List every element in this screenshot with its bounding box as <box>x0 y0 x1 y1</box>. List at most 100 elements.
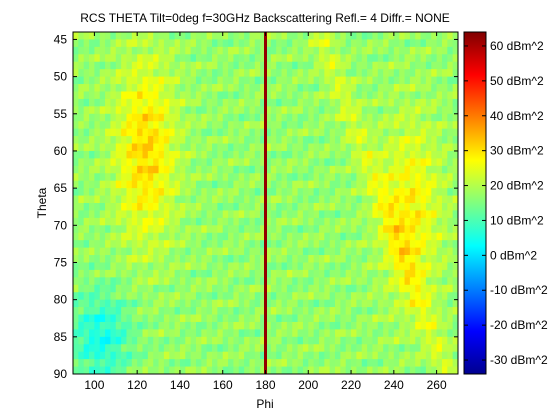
heatmap-cell <box>105 240 111 248</box>
heatmap-cell <box>404 314 411 323</box>
heatmap-cell <box>228 240 234 248</box>
heatmap-cell <box>297 61 304 70</box>
heatmap-cell <box>436 240 443 248</box>
heatmap-cell <box>94 307 101 315</box>
heatmap-cell <box>302 76 309 85</box>
heatmap-cell <box>415 351 421 360</box>
heatmap-cell <box>383 128 389 137</box>
colorbar-tick-label: 50 dBm^2 <box>490 74 544 88</box>
heatmap-cell <box>212 98 218 107</box>
heatmap-cell <box>436 76 443 85</box>
heatmap-cell <box>94 314 101 323</box>
heatmap-cell <box>441 240 448 248</box>
heatmap-cell <box>420 210 427 219</box>
heatmap-cell <box>185 277 192 286</box>
heatmap-cell <box>249 98 256 107</box>
heatmap-cell <box>185 173 192 182</box>
heatmap-cell <box>265 217 272 226</box>
heatmap-cell <box>308 32 315 40</box>
heatmap-cell <box>361 98 368 107</box>
heatmap-cell <box>83 32 90 40</box>
heatmap-cell <box>217 203 224 211</box>
heatmap-cell <box>270 299 277 308</box>
heatmap-cell <box>404 299 411 308</box>
heatmap-cell <box>409 366 416 375</box>
heatmap-cell <box>441 173 448 182</box>
heatmap-cell <box>121 128 127 137</box>
heatmap-cell <box>281 54 288 63</box>
heatmap-cell <box>329 150 336 159</box>
heatmap-cell <box>318 329 325 338</box>
heatmap-cell <box>121 277 127 286</box>
heatmap-cell <box>73 269 79 278</box>
heatmap-cell <box>83 69 90 77</box>
heatmap-cell <box>137 180 143 189</box>
heatmap-cell <box>169 150 175 159</box>
heatmap-cell <box>110 195 117 204</box>
heatmap-cell <box>158 128 165 137</box>
heatmap-cell <box>131 84 138 92</box>
heatmap-cell <box>425 351 432 360</box>
heatmap-cell <box>158 359 165 367</box>
heatmap-cell <box>254 232 261 241</box>
heatmap-cell <box>142 136 149 144</box>
x-tick-label: 260 <box>427 378 447 392</box>
heatmap-cell <box>431 69 438 77</box>
heatmap-cell <box>335 150 341 159</box>
heatmap-cell <box>179 136 186 144</box>
heatmap-cell <box>447 292 454 301</box>
heatmap-cell <box>195 321 202 330</box>
heatmap-cell <box>409 292 416 301</box>
heatmap-cell <box>105 203 111 211</box>
heatmap-cell <box>212 299 218 308</box>
heatmap-cell <box>233 329 240 338</box>
heatmap-cell <box>329 61 336 70</box>
heatmap-cell <box>254 84 261 92</box>
heatmap-cell <box>441 84 448 92</box>
heatmap-cell <box>367 98 373 107</box>
heatmap-cell <box>110 54 117 63</box>
heatmap-cell <box>335 203 341 211</box>
heatmap-cell <box>233 262 240 271</box>
heatmap-cell <box>345 210 352 219</box>
heatmap-cell <box>115 299 122 308</box>
heatmap-cell <box>195 128 202 137</box>
heatmap-cell <box>281 299 288 308</box>
heatmap-cell <box>436 344 443 353</box>
heatmap-cell <box>367 366 373 375</box>
heatmap-cell <box>110 188 117 196</box>
heatmap-cell <box>206 284 213 293</box>
heatmap-cell <box>222 292 229 301</box>
heatmap-cell <box>78 359 85 367</box>
heatmap-cell <box>399 277 405 286</box>
heatmap-cell <box>222 232 229 241</box>
heatmap-cell <box>270 262 277 271</box>
heatmap-cell <box>73 32 79 40</box>
heatmap-cell <box>297 292 304 301</box>
x-tick-label: 140 <box>170 378 190 392</box>
heatmap-cell <box>110 136 117 144</box>
heatmap-cell <box>121 247 127 256</box>
heatmap-cell <box>126 269 133 278</box>
heatmap-cell <box>318 195 325 204</box>
heatmap-cell <box>452 180 459 189</box>
heatmap-cell <box>367 299 373 308</box>
heatmap-cell <box>292 336 298 345</box>
colorbar-tick-label: -30 dBm^2 <box>490 353 548 367</box>
heatmap-cell <box>318 113 325 122</box>
heatmap-cell <box>447 299 454 308</box>
heatmap-cell <box>78 136 85 144</box>
heatmap-cell <box>249 106 256 115</box>
heatmap-cell <box>89 336 95 345</box>
heatmap-cell <box>83 299 90 308</box>
heatmap-cell <box>115 314 122 323</box>
heatmap-cell <box>409 269 416 278</box>
heatmap-cell <box>313 106 320 115</box>
heatmap-cell <box>286 106 293 115</box>
heatmap-cell <box>340 143 347 152</box>
heatmap-cell <box>179 106 186 115</box>
heatmap-cell <box>356 143 363 152</box>
heatmap-cell <box>367 84 373 92</box>
heatmap-cell <box>179 269 186 278</box>
heatmap-cell <box>142 121 149 130</box>
